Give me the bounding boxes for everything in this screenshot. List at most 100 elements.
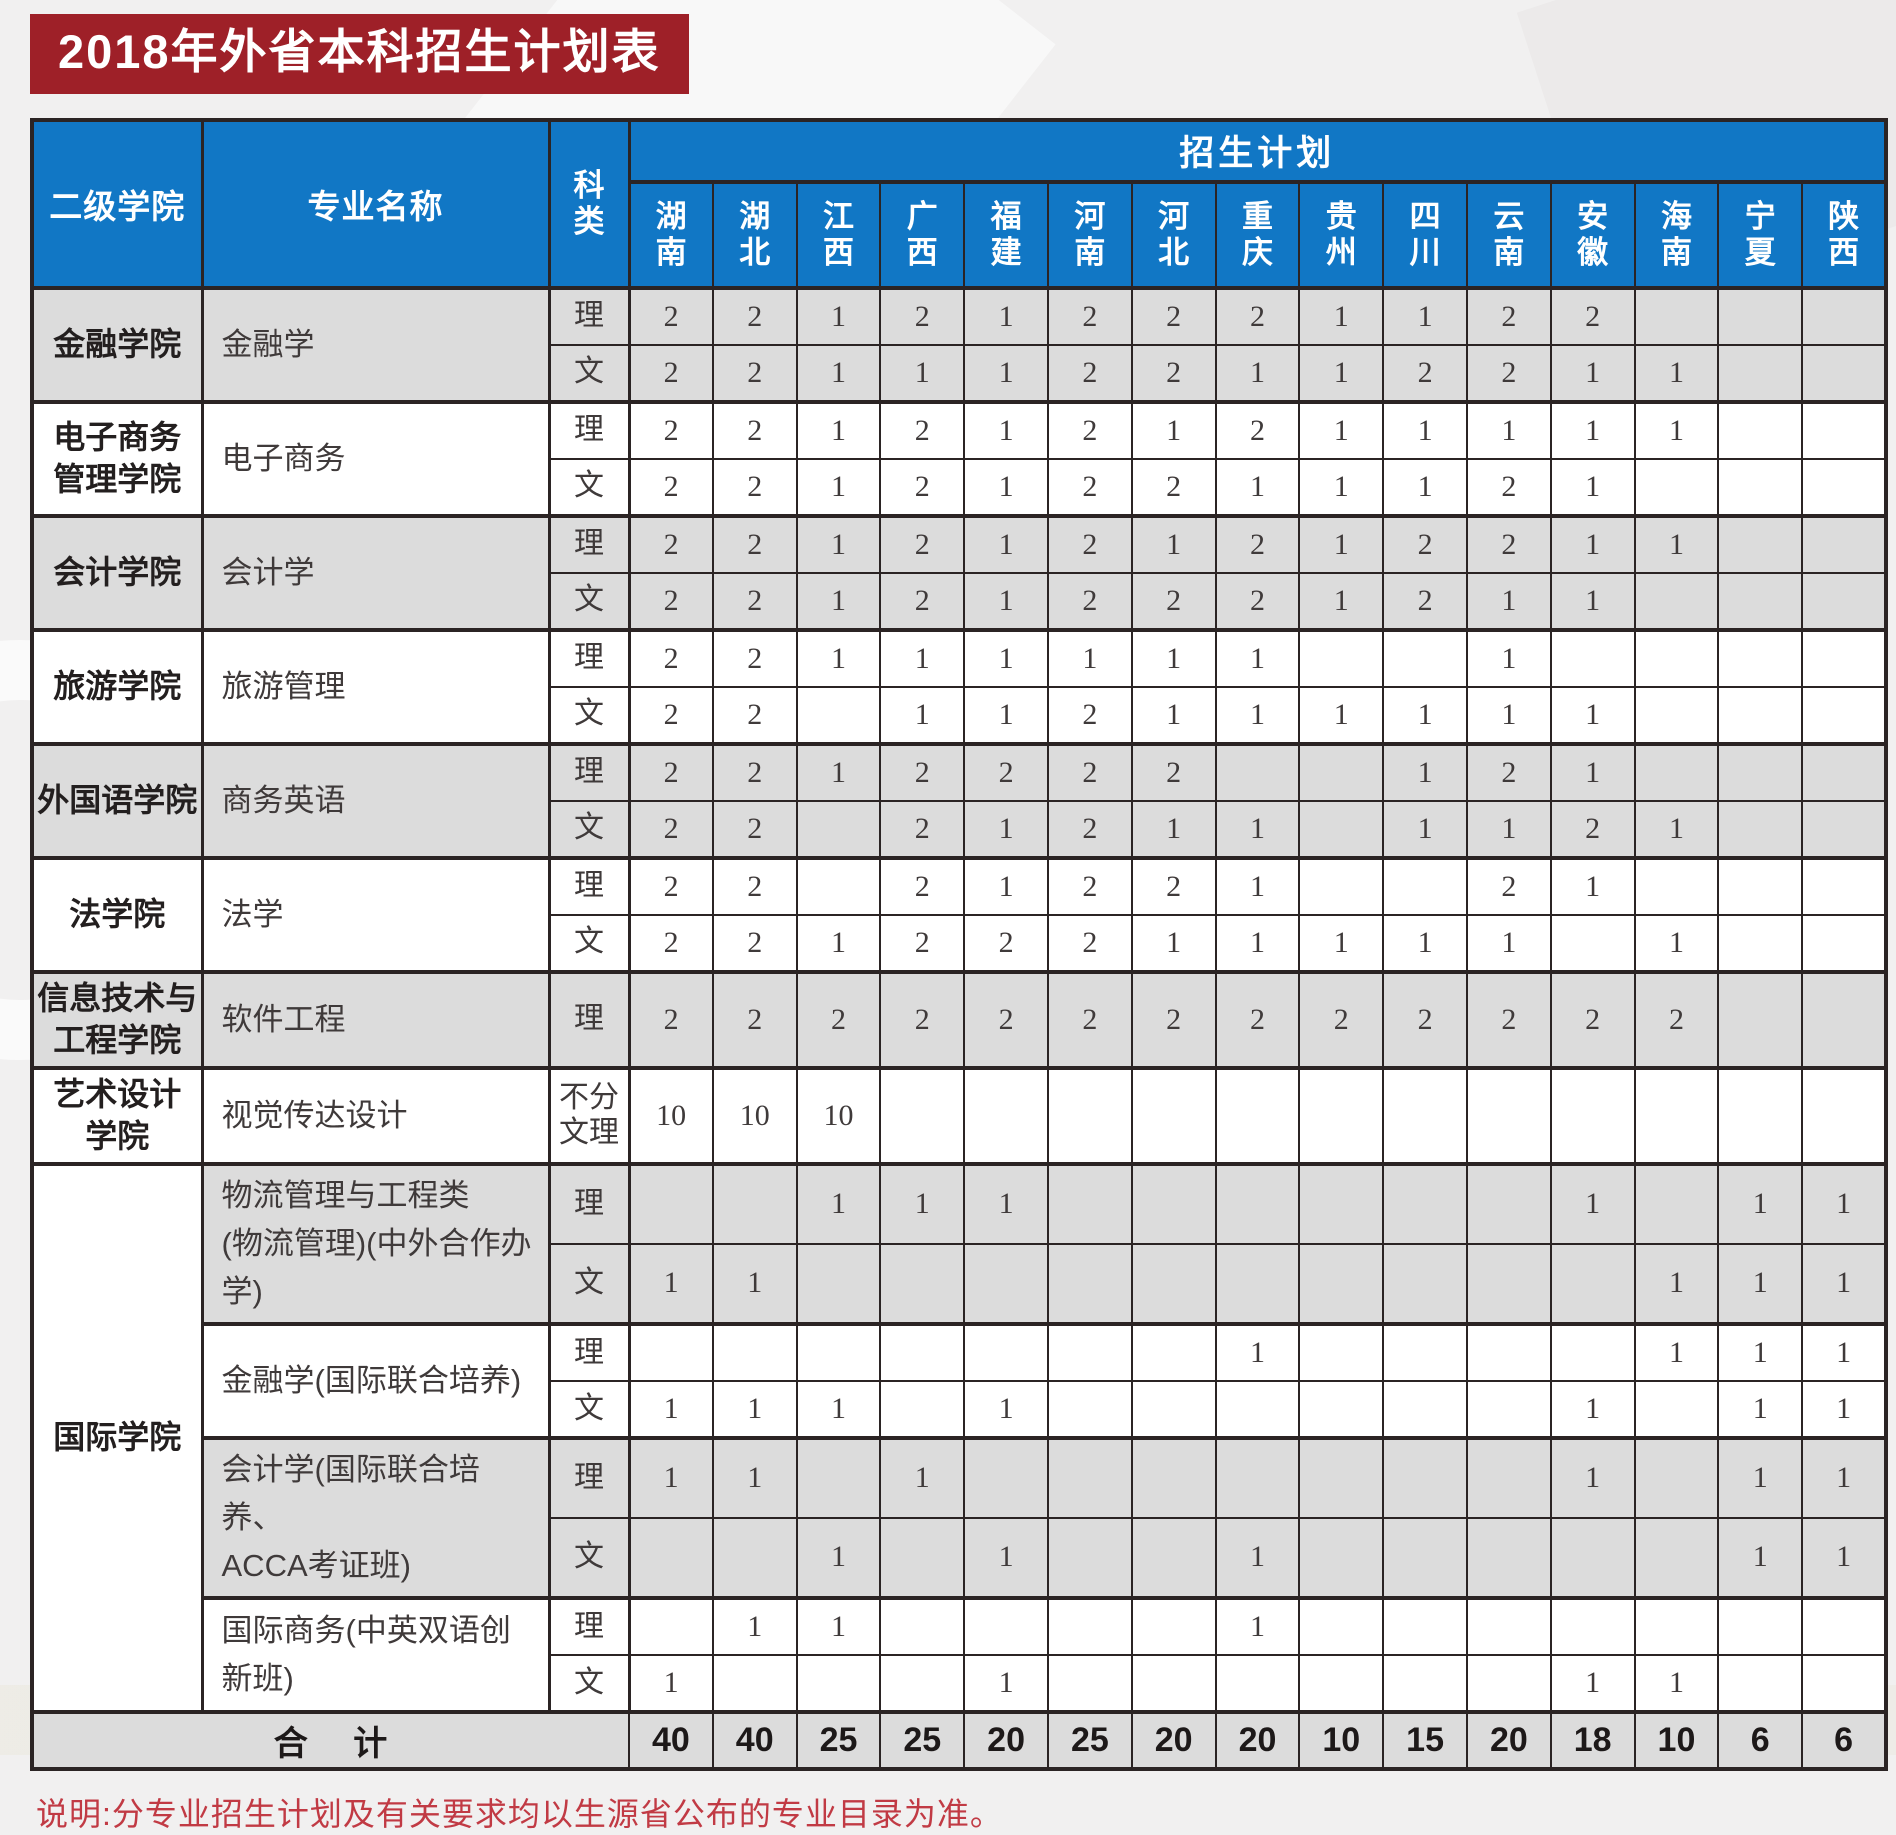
total-value-cell: 20 — [1130, 1709, 1217, 1770]
value-cell: 1 — [1717, 1242, 1804, 1325]
value-cell — [711, 1321, 798, 1382]
value-cell: 1 — [1549, 1379, 1636, 1439]
value-cell: 10 — [711, 1065, 798, 1165]
value-cell — [1046, 1321, 1133, 1382]
value-cell — [1130, 1065, 1217, 1165]
value-cell — [1214, 1379, 1301, 1439]
value-cell: 2 — [628, 969, 714, 1069]
value-cell — [1382, 627, 1468, 688]
value-cell: 1 — [1298, 343, 1385, 403]
value-cell: 1 — [963, 343, 1049, 403]
value-cell: 1 — [795, 913, 882, 973]
value-cell: 2 — [1046, 969, 1133, 1069]
value-cell: 1 — [1717, 1161, 1804, 1245]
subject-cell: 文 — [548, 685, 631, 745]
value-cell — [1801, 913, 1887, 973]
subject-cell: 理 — [548, 1595, 631, 1656]
value-cell — [1382, 1379, 1468, 1439]
value-cell — [963, 1595, 1049, 1656]
value-cell: 2 — [1130, 571, 1217, 631]
value-cell — [795, 1653, 882, 1713]
total-value-cell: 20 — [963, 1709, 1049, 1770]
value-cell: 2 — [711, 969, 798, 1069]
value-cell: 1 — [1382, 799, 1468, 859]
table-header: 二级学院 专业名称科 类招生计划湖 南湖 北江 西广 西福 建河 南河 北重 庆贵… — [31, 118, 1887, 290]
subject-cell: 不分文理 — [548, 1065, 631, 1165]
value-cell: 2 — [628, 399, 714, 460]
value-cell: 2 — [879, 913, 966, 973]
college-cell: 金融学院 — [31, 285, 204, 403]
value-cell — [1130, 1379, 1217, 1439]
value-cell — [1717, 627, 1804, 688]
value-cell — [1801, 399, 1887, 460]
subject-cell: 理 — [548, 1161, 631, 1245]
value-cell — [1717, 1065, 1804, 1165]
value-cell: 2 — [628, 627, 714, 688]
enrollment-plan-table: 二级学院 专业名称科 类招生计划湖 南湖 北江 西广 西福 建河 南河 北重 庆贵… — [30, 117, 1888, 1771]
value-cell: 2 — [1130, 741, 1217, 802]
college-cell: 旅游学院 — [31, 627, 204, 745]
value-cell — [1717, 1653, 1804, 1713]
value-cell — [1801, 627, 1887, 688]
value-cell: 1 — [795, 1595, 882, 1656]
value-cell: 1 — [711, 1435, 798, 1519]
value-cell — [1633, 685, 1720, 745]
value-cell: 2 — [1382, 969, 1468, 1069]
value-cell: 1 — [1298, 513, 1385, 574]
value-cell: 1 — [795, 741, 882, 802]
value-cell — [711, 1516, 798, 1599]
value-cell: 1 — [1633, 1653, 1720, 1713]
value-cell: 2 — [711, 913, 798, 973]
value-cell: 1 — [963, 1516, 1049, 1599]
value-cell: 2 — [628, 571, 714, 631]
value-cell: 1 — [1801, 1321, 1887, 1382]
header-college: 二级学院 — [31, 118, 204, 290]
value-cell: 2 — [1214, 399, 1301, 460]
value-cell — [795, 1242, 882, 1325]
header-province-12: 安 徽 — [1549, 180, 1636, 290]
value-cell: 2 — [1382, 571, 1468, 631]
total-value-cell: 6 — [1801, 1709, 1887, 1770]
value-cell — [1465, 1595, 1552, 1656]
value-cell: 1 — [795, 571, 882, 631]
college-cell: 国际学院 — [31, 1161, 204, 1713]
value-cell: 1 — [1549, 399, 1636, 460]
value-cell: 2 — [1046, 457, 1133, 517]
value-cell — [879, 1321, 966, 1382]
value-cell — [1214, 741, 1301, 802]
value-cell: 2 — [1382, 513, 1468, 574]
value-cell — [1046, 1516, 1133, 1599]
value-cell — [1130, 1435, 1217, 1519]
value-cell — [1298, 799, 1385, 859]
subject-cell: 理 — [548, 285, 631, 346]
header-province-5: 福 建 — [963, 180, 1049, 290]
value-cell — [879, 1065, 966, 1165]
value-cell: 2 — [628, 513, 714, 574]
value-cell: 10 — [628, 1065, 714, 1165]
value-cell: 1 — [1214, 1516, 1301, 1599]
value-cell: 2 — [1046, 685, 1133, 745]
value-cell: 2 — [1465, 741, 1552, 802]
table-body: 金融学院 金融学理 2 2 1 2 1 2 2 2 1 1 2 2 文 2 2 1 1 1 2 2 1 1 2 2 1 1 电子商务 管… — [31, 285, 1887, 1770]
value-cell — [879, 1379, 966, 1439]
value-cell: 2 — [1382, 343, 1468, 403]
value-cell — [1382, 1065, 1468, 1165]
value-cell — [1633, 741, 1720, 802]
value-cell: 1 — [1717, 1516, 1804, 1599]
value-cell: 1 — [628, 1435, 714, 1519]
value-cell: 2 — [963, 741, 1049, 802]
major-cell: 物流管理与工程类 (物流管理)(中外合作办学) — [201, 1161, 551, 1325]
value-cell — [628, 1161, 714, 1245]
value-cell: 1 — [1130, 799, 1217, 859]
total-value-cell: 40 — [711, 1709, 798, 1770]
value-cell — [1801, 685, 1887, 745]
value-cell — [1382, 1595, 1468, 1656]
value-cell — [1130, 1595, 1217, 1656]
value-cell — [1801, 1065, 1887, 1165]
header-plan: 招生计划 — [628, 118, 1887, 184]
value-cell: 10 — [795, 1065, 882, 1165]
value-cell — [1046, 1379, 1133, 1439]
value-cell: 1 — [795, 399, 882, 460]
value-cell — [1465, 1065, 1552, 1165]
value-cell: 1 — [1633, 1242, 1720, 1325]
